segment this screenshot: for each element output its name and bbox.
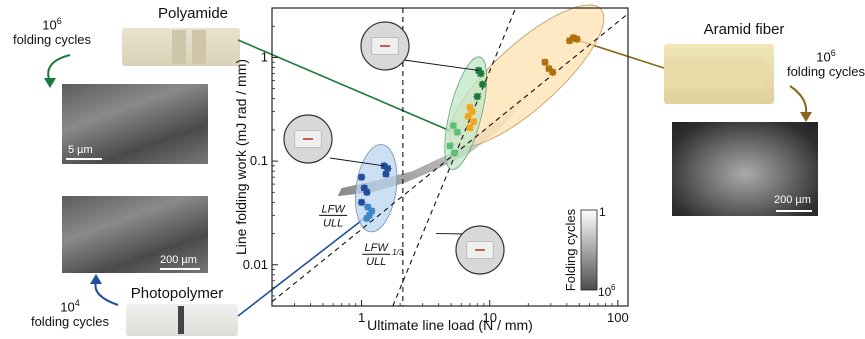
polyamide-cycles-exp: 6 — [56, 16, 62, 26]
polyamide-title: Polyamide — [157, 5, 229, 22]
x-tick-label-2: 100 — [607, 310, 629, 325]
data-point-1-3 — [363, 215, 370, 222]
colorbar-bottom-label: 10 — [598, 285, 612, 299]
plot-frame — [271, 7, 629, 307]
data-point-3-0 — [450, 122, 457, 129]
data-point-3-1 — [454, 129, 461, 136]
colorbar-bottom-exponent: 6 — [611, 283, 616, 292]
photopolymer-cycle-arrow — [94, 281, 119, 306]
polyamide-region — [444, 56, 488, 171]
guide-label-1-denominator: ULL — [323, 217, 343, 229]
data-point-3-3 — [451, 149, 458, 156]
polyamide-cycles-text: folding cycles — [12, 32, 92, 48]
aramid-arrow-head — [800, 112, 812, 122]
data-point-2-3 — [474, 93, 481, 100]
photopolymer-connector-line — [237, 217, 365, 317]
photopolymer-cycles-base: 10 — [60, 299, 75, 315]
polyamide-connector-line — [237, 39, 454, 133]
aramid-cycles-text: folding cycles — [786, 64, 865, 80]
polyamide-scale-label: 5 µm — [68, 144, 93, 156]
aramid-cycles-label: 106 folding cycles — [786, 46, 865, 79]
photopolymer-sem-image: 200 µm — [62, 196, 208, 273]
photopolymer-cycles-text: folding cycles — [30, 314, 110, 330]
y-tick-label-1: 0.1 — [250, 153, 268, 168]
data-point-4-3 — [541, 59, 549, 66]
x-tick-label-0: 1 — [358, 310, 365, 325]
aramid-cycle-arrow — [789, 85, 808, 115]
polyamide-cycle-arrow — [47, 54, 71, 83]
guide-label-2-denominator: ULL — [366, 256, 386, 268]
photopolymer-sample-photo — [126, 304, 238, 336]
data-point-4-4 — [545, 65, 553, 72]
data-point-2-1 — [477, 70, 484, 77]
polyamide-cycles-base: 10 — [42, 17, 57, 33]
data-point-2-2 — [479, 81, 486, 88]
inset-leader-1 — [403, 59, 479, 71]
colorbar — [580, 209, 598, 291]
data-point-5-3 — [470, 118, 477, 125]
aramid-scale-label: 200 µm — [774, 194, 811, 206]
y-axis-label: Line folding work (mJ rad / mm) — [233, 59, 249, 255]
guide-line-1 — [271, 13, 629, 303]
guide-label-2-numerator: LFW — [365, 242, 390, 254]
data-point-5-2 — [465, 113, 472, 120]
y-tick-label-0: 0.01 — [243, 257, 268, 272]
aramid-sample-photo — [664, 44, 774, 104]
photopolymer-arrow-head — [90, 274, 102, 284]
photopolymer-cycles-label: 104 folding cycles — [20, 296, 120, 329]
x-axis-label: Ultimate line load (N / mm) — [367, 317, 533, 333]
guide-label-2-exponent: 1/3 — [392, 248, 404, 257]
data-point-0-2 — [382, 170, 390, 178]
photopolymer-title: Photopolymer — [130, 285, 224, 302]
data-point-5-1 — [469, 108, 476, 115]
data-point-4-2 — [566, 37, 573, 44]
data-point-1-0 — [364, 203, 371, 211]
data-point-4-1 — [573, 36, 581, 43]
photopolymer-scale-label: 200 µm — [160, 254, 197, 266]
aramid-title: Aramid fiber — [703, 21, 785, 38]
aramid-sem-image: 200 µm — [672, 122, 818, 216]
colorbar-top-label: 1 — [599, 205, 606, 219]
guide-label-1-numerator: LFW — [322, 203, 347, 215]
data-point-0-3 — [358, 174, 365, 181]
data-point-0-5 — [363, 189, 370, 196]
aramid-scale-bar — [776, 210, 812, 212]
aramid-cycles-exp: 6 — [830, 48, 836, 58]
polyamide-sample-photo — [122, 28, 240, 66]
photopolymer-cycles-exp: 4 — [74, 298, 80, 308]
polyamide-scale-bar — [66, 158, 102, 160]
data-point-3-2 — [446, 142, 454, 150]
x-tick-label-1: 10 — [482, 310, 496, 325]
y-tick-label-2: 1 — [261, 49, 268, 64]
data-point-5-4 — [466, 124, 473, 131]
inset-leader-2 — [329, 157, 385, 167]
data-point-4-5 — [549, 69, 556, 76]
data-point-0-6 — [358, 199, 365, 206]
photopolymer-scale-bar — [160, 268, 200, 270]
polyamide-cycles-label: 106 folding cycles — [2, 14, 102, 47]
colorbar-title: Folding cycles — [563, 208, 578, 291]
polyamide-sem-image: 5 µm — [62, 84, 208, 164]
aramid-cycles-base: 10 — [816, 49, 831, 65]
polyamide-arrow-head — [44, 78, 56, 88]
